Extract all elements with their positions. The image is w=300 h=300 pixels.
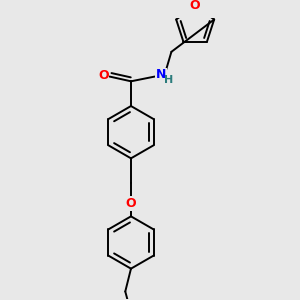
Text: O: O (98, 69, 109, 82)
Text: O: O (126, 197, 136, 210)
Text: N: N (156, 68, 166, 81)
Text: O: O (190, 0, 200, 12)
Text: H: H (164, 75, 174, 85)
